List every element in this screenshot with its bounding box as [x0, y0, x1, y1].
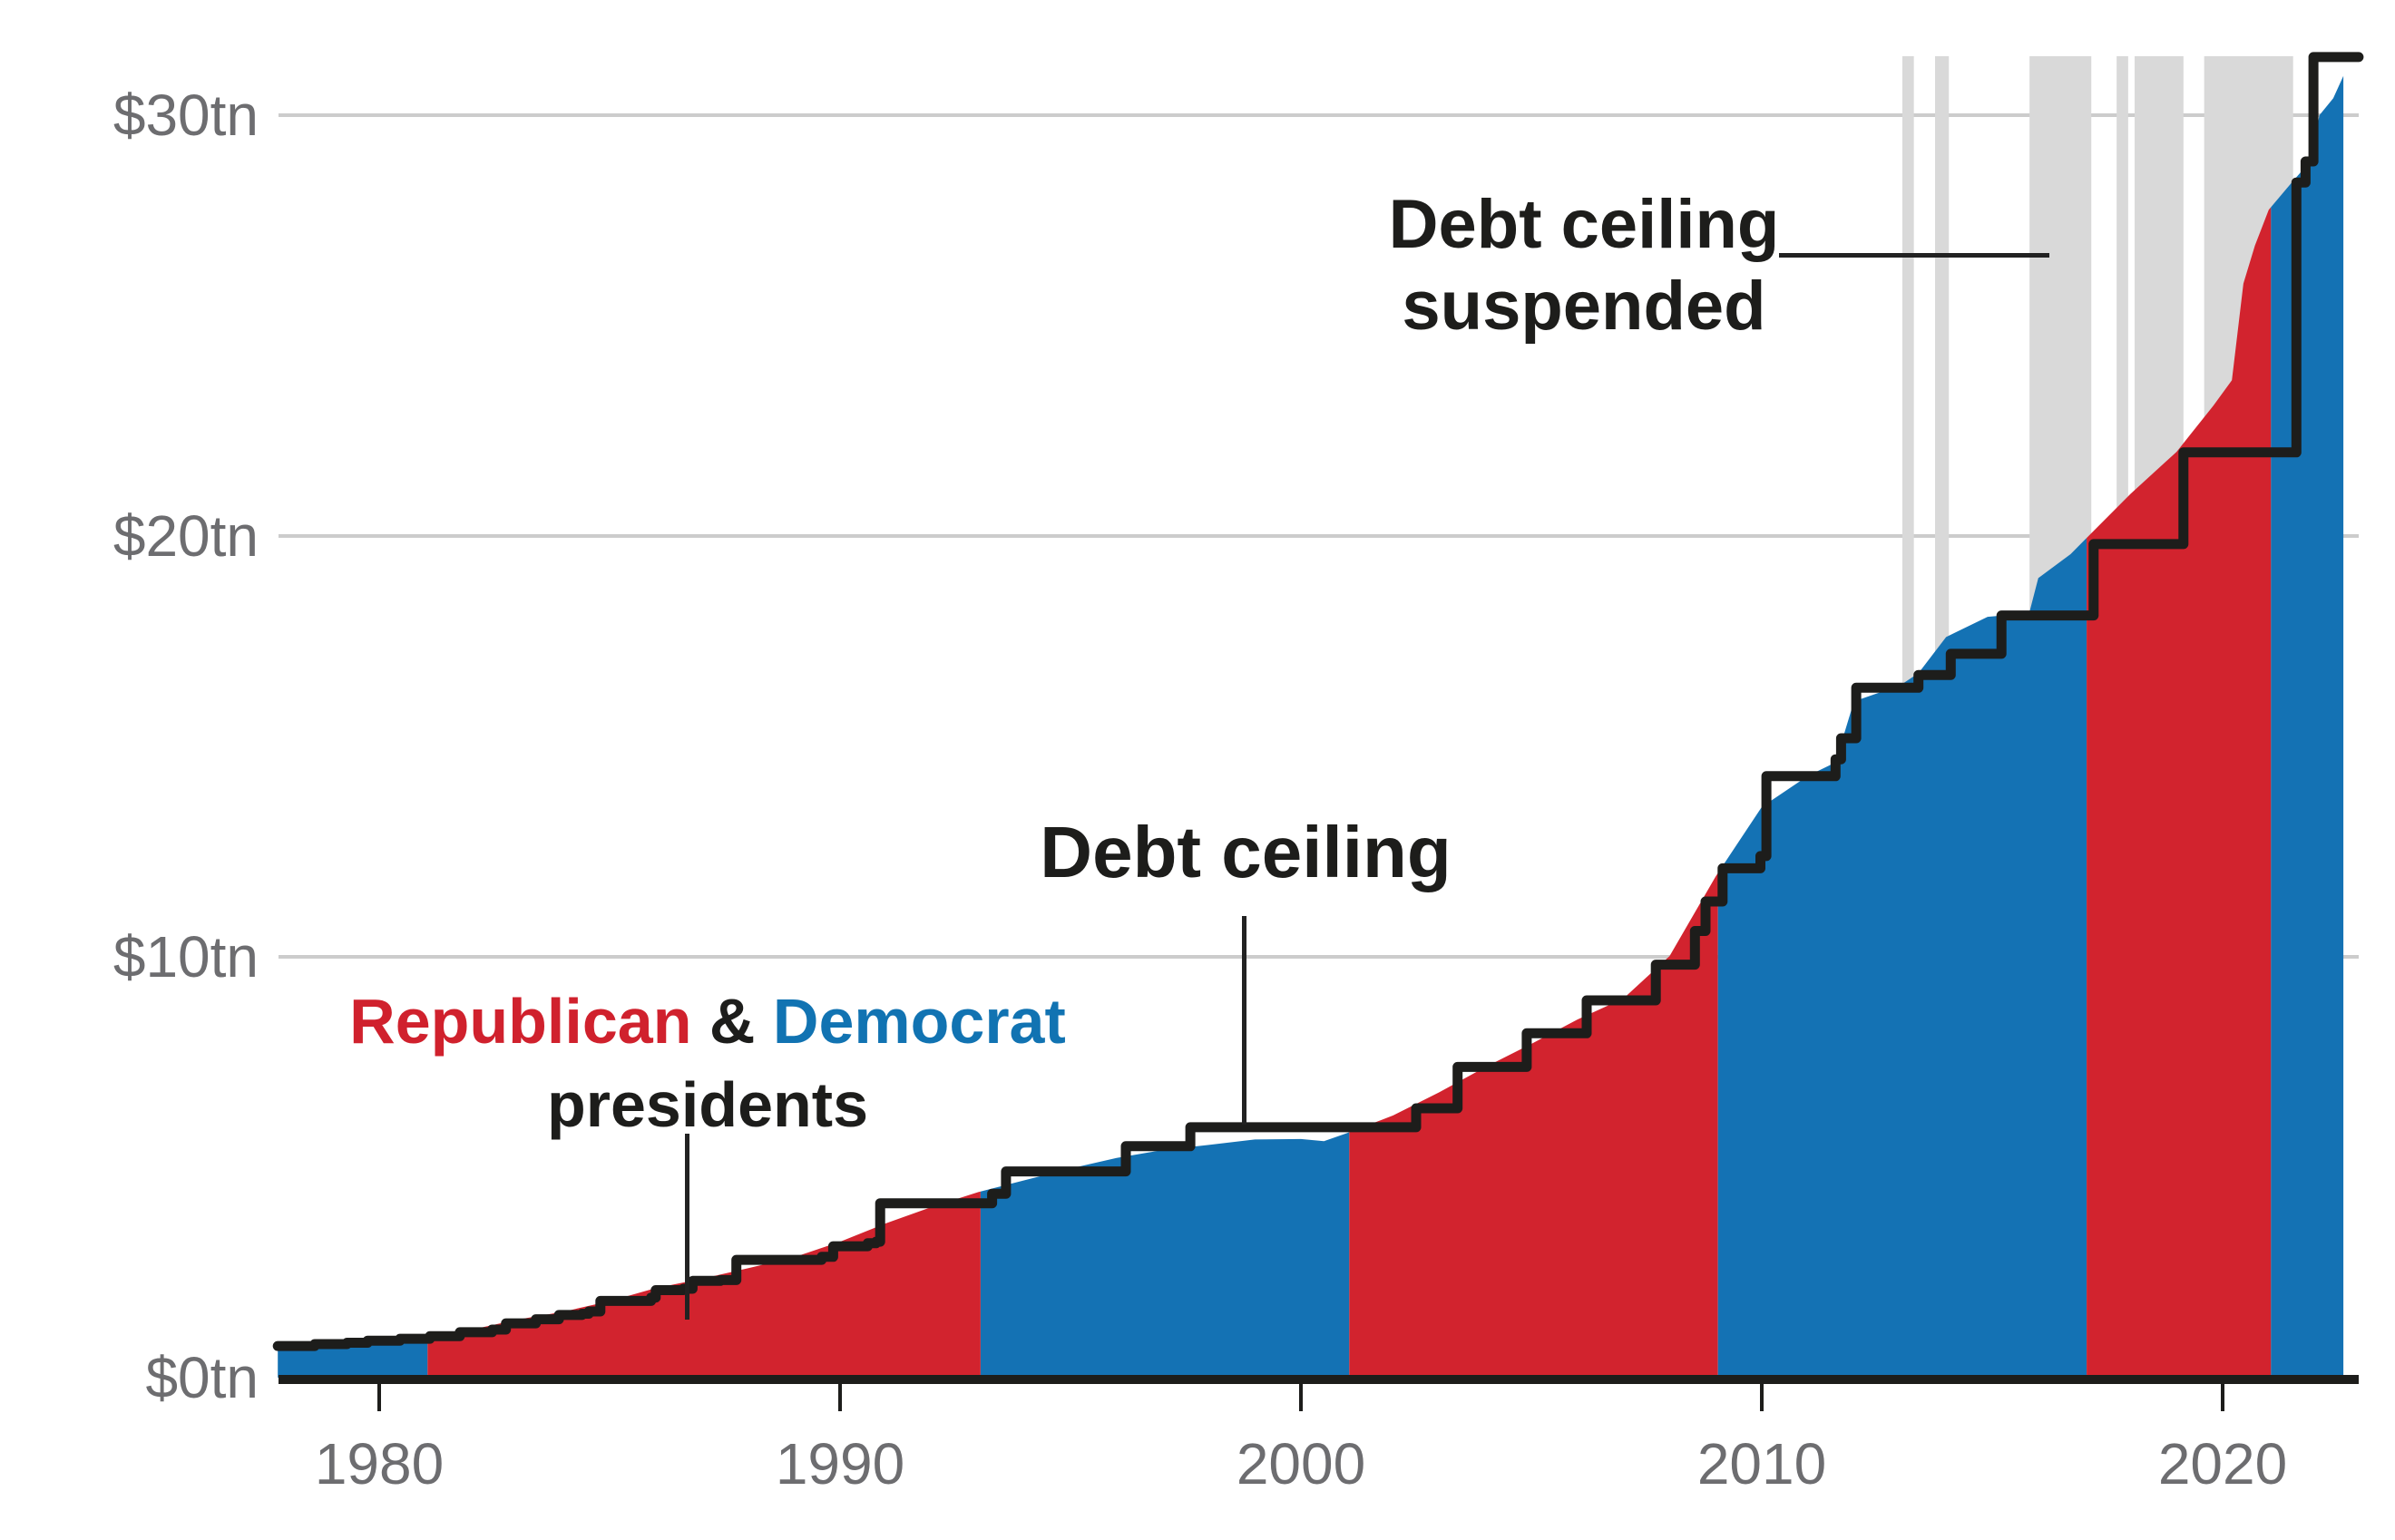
x-axis-label-2000: 2000: [1236, 1431, 1366, 1496]
leader-line-suspended: [1779, 253, 2049, 258]
y-axis-label-0tn: $0tn: [145, 1345, 259, 1410]
annotation-suspended-line1: Debt ceiling: [1388, 186, 1780, 263]
annotation-presidents-line1: Republican & Democrat: [254, 980, 1161, 1063]
x-axis-tick-1980: [377, 1384, 381, 1411]
annotation-suspended-line2: suspended: [1402, 268, 1766, 345]
y-axis-label-30tn: $30tn: [112, 83, 259, 148]
leader-line-ceiling: [1242, 916, 1246, 1125]
debt-area-democrat-4: [1717, 538, 2087, 1378]
debt-area-republican-5: [2087, 207, 2272, 1378]
x-axis-label-1980: 1980: [314, 1431, 445, 1496]
gridline-30tn: [279, 113, 2359, 117]
leader-line-presidents: [685, 1134, 689, 1320]
annotation-presidents: Republican & Democrat presidents: [254, 980, 1161, 1146]
gridline-20tn: [279, 534, 2359, 538]
debt-area-democrat-2: [980, 1132, 1350, 1378]
annotation-presidents-line2: presidents: [547, 1069, 868, 1140]
x-axis-label-2010: 2010: [1696, 1431, 1827, 1496]
legend-republican: Republican: [349, 986, 692, 1057]
gridline-10tn: [279, 955, 2359, 959]
ceiling-step-line: [272, 52, 2364, 1351]
x-axis-tick-2000: [1299, 1384, 1303, 1411]
annotation-debt-ceiling: Debt ceiling: [883, 813, 1608, 892]
debt-area-democrat-6: [2271, 75, 2344, 1378]
annotation-debt-ceiling-suspended: Debt ceiling suspended: [1312, 184, 1856, 347]
x-axis-tick-2010: [1760, 1384, 1764, 1411]
y-axis-label-10tn: $10tn: [112, 924, 259, 989]
x-axis-tick-2020: [2221, 1384, 2224, 1411]
x-axis-label-2020: 2020: [2157, 1431, 2288, 1496]
legend-ampersand: &: [691, 986, 773, 1057]
annotation-ceiling-text: Debt ceiling: [1040, 812, 1452, 892]
x-axis-line: [279, 1375, 2359, 1384]
x-axis-tick-1990: [838, 1384, 842, 1411]
y-axis-label-20tn: $20tn: [112, 503, 259, 569]
x-axis-label-1990: 1990: [775, 1431, 905, 1496]
legend-democrat: Democrat: [772, 986, 1066, 1057]
